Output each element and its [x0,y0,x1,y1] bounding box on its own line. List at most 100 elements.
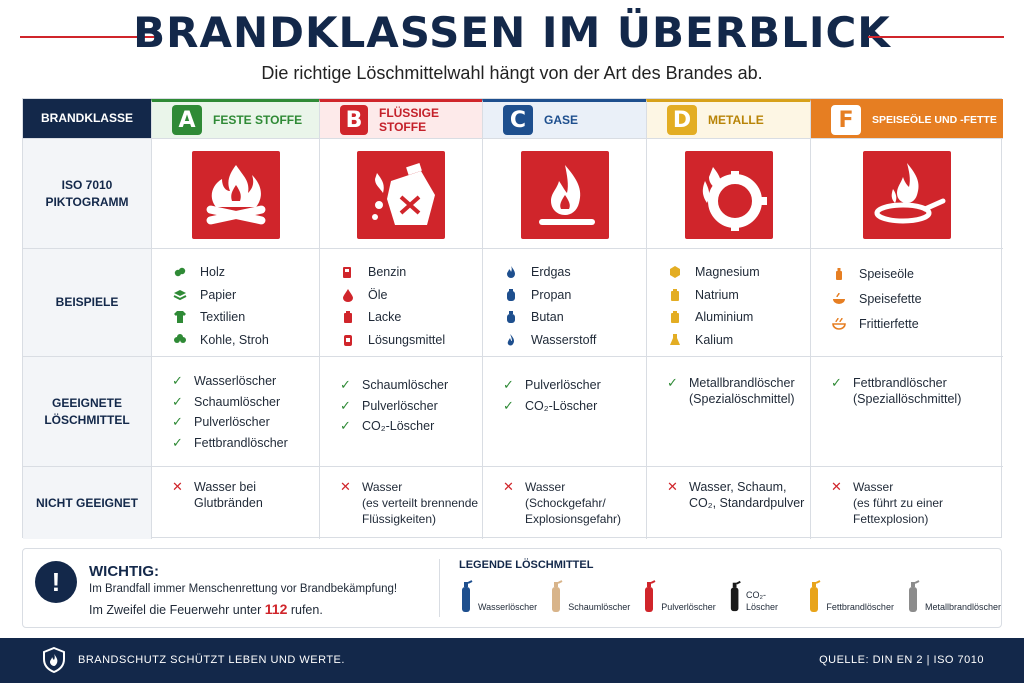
fuel-icon [340,264,356,280]
note-line-2-suffix: rufen. [287,603,323,617]
note-line-2: Im Zweifel die Feuerwehr unter 112 rufen… [89,601,323,617]
class-header-b: B FLÜSSIGE STOFFE [319,99,482,138]
unsuitable-text: Wasser (Schockgefahr/ Explosionsgefahr) [525,480,622,526]
cross-icon: ✕ [667,479,678,494]
agent-label: Fettbrandlöscher (Speziallöschmittel) [853,376,962,406]
list-item: Lacke [340,306,445,329]
fire-shield-icon [43,647,65,673]
list-item: Erdgas [503,261,596,284]
extinguisher-icon [645,580,656,612]
extinguisher-icon [462,580,473,612]
list-item: ✓ CO₂-Löscher [340,416,448,437]
extinguisher-icon [552,580,563,612]
class-name: FESTE STOFFE [213,113,303,127]
legend-label: Fettbrandlöscher [826,602,894,612]
agent-label: Wasserlöscher [194,374,277,388]
class-letter: D [667,105,697,135]
agents-cell: ✓ Metallbrandlöscher (Spezialöschmittel) [646,357,810,466]
legend-label: Wasserlöscher [478,602,538,612]
exclamation-icon: ! [35,561,77,603]
pictogram-row: ISO 7010 PIKTOGRAMM [23,139,1003,249]
example-label: Öle [368,287,388,302]
table-header-row: BRANDKLASSE A FESTE STOFFE B FLÜSSIGE ST… [23,99,1003,139]
gas-bottle-icon [503,287,519,303]
unsuitable-text: Wasser bei Glutbränden [194,480,263,510]
unsuitable-row: NICHT GEEIGNET ✕ Wasser bei Glutbränden ✕… [23,467,1003,539]
list-item: ✓ Pulverlöscher [340,396,448,417]
example-label: Erdgas [531,265,571,280]
example-label: Papier [200,287,237,302]
title-rule-left [20,36,156,38]
list-item: ✓ Wasserlöscher [172,371,288,392]
list-item: ✓ Fettbrandlöscher (Speziallöschmittel) [831,375,961,407]
note-divider [439,559,440,617]
agents-cell: ✓ Schaumlöscher ✓ Pulverlöscher ✓ CO₂-Lösch… [319,357,482,466]
burning-canister-icon [357,151,445,239]
extinguisher-icon [810,580,821,612]
examples-cell: Benzin Öle Lacke Lösungsmittel [319,249,482,356]
class-letter: F [831,105,861,135]
note-line-2-prefix: Im Zweifel die Feuerwehr unter [89,603,265,617]
flask-icon [667,332,683,348]
legend-item-powder: Pulverlöscher [642,579,716,613]
class-header-c: C GASE [482,99,646,138]
list-item: ✓ Schaumlöscher [172,392,288,413]
check-icon: ✓ [503,397,514,413]
row-label-agents: GEEIGNETE LÖSCHMITTEL [23,357,151,466]
class-name: GASE [544,113,579,127]
hydrogen-flame-icon [503,332,519,348]
list-item: Aluminium [667,306,760,329]
list-item: ✓ CO₂-Löscher [503,396,601,417]
legend-label: Pulverlöscher [661,602,716,612]
metal-icon [667,264,683,280]
container-icon [667,309,683,325]
check-icon: ✓ [340,418,351,433]
unsuitable-text: Wasser (es führt zu einer Fettexplosion) [853,480,944,526]
example-label: Lacke [368,310,402,325]
agent-label: Schaumlöscher [194,394,281,409]
check-icon: ✓ [503,377,514,392]
legend-label: CO₂-Löscher [746,590,779,612]
class-name: SPEISEÖLE UND -FETTE [872,114,997,126]
footer-source: QUELLE: DIN EN 2 | ISO 7010 [819,654,984,666]
row-label-examples: BEISPIELE [23,249,151,356]
oil-bottle-icon [831,266,847,282]
unsuitable-cell: ✕ Wasser bei Glutbränden [151,467,319,539]
class-letter: C [503,105,533,135]
paper-icon [172,287,188,303]
list-item: Öle [340,284,445,307]
check-icon: ✓ [172,434,183,450]
fryer-icon [831,316,847,332]
cross-icon: ✕ [831,479,842,494]
example-label: Kalium [695,332,734,347]
extinguisher-icon [908,580,920,612]
drop-icon [340,287,356,303]
legend-item-metal: Metallbrandlöscher [906,579,1001,613]
fire-class-table: BRANDKLASSE A FESTE STOFFE B FLÜSSIGE ST… [22,98,1003,539]
legend-label: Schaumlöscher [568,602,631,612]
unsuitable-cell: ✕ Wasser (es verteilt brennende Flüssigke… [319,467,482,539]
check-icon: ✓ [340,377,351,392]
list-item: ✓ Fettbrandlöscher [172,433,288,454]
example-label: Kohle, Stroh [200,332,269,347]
wood-icon [172,264,188,280]
list-item: Kalium [667,329,760,352]
page-title: BRANDKLASSEN IM ÜBERBLICK [133,8,891,57]
note-title: WICHTIG: [89,563,159,580]
cross-icon: ✕ [503,479,514,494]
title-rule-right [868,36,1004,38]
footer-slogan: BRANDSCHUTZ SCHÜTZT LEBEN UND WERTE. [78,654,345,666]
class-header-f: F SPEISEÖLE UND -FETTE [810,99,1003,138]
example-label: Aluminium [695,310,754,325]
class-letter: B [340,105,368,135]
example-label: Natrium [695,287,739,302]
example-label: Holz [200,265,226,280]
extinguisher-icon [730,580,741,612]
legend-item-fat: Fettbrandlöscher [807,579,894,613]
row-label-unsuitable: NICHT GEEIGNET [23,467,151,539]
burning-metal-icon [684,151,773,239]
list-item: Propan [503,284,596,307]
list-item: ✓ Pulverlöscher [172,412,288,433]
list-item: Textilien [172,306,269,329]
agents-cell: ✓ Pulverlöscher ✓ CO₂-Löscher [482,357,646,466]
